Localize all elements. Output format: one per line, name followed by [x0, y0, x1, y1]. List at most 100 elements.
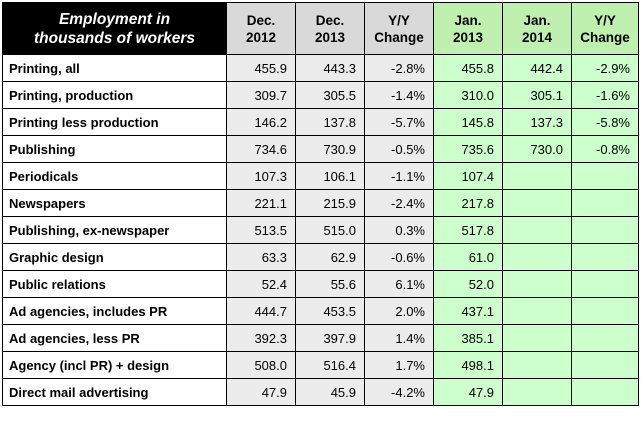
table-cell: 305.5 [295, 81, 365, 109]
table-cell: 734.6 [226, 135, 296, 163]
table-row: Agency (incl PR) + design 508.0 516.4 1.7% 4… [2, 351, 639, 379]
row-label: Printing, all [2, 54, 227, 82]
table-row: Public relations 52.4 55.6 6.1% 52.0 [2, 270, 639, 298]
table-cell: 310.0 [433, 81, 503, 109]
table-cell [502, 216, 572, 244]
table-row: Printing less production 146.2 137.8 -5.7% 1… [2, 108, 639, 136]
table-title-line1: Employment in [58, 10, 171, 28]
table-cell [502, 189, 572, 217]
table-row: Newspapers 221.1 215.9 -2.4% 217.8 [2, 189, 639, 217]
column-header-jan-2013: Jan. 2013 [433, 2, 503, 55]
header-row: Employment in thousands of workers Dec. … [2, 2, 639, 55]
table-cell: -1.1% [364, 162, 434, 190]
table-cell: 215.9 [295, 189, 365, 217]
table-cell: 221.1 [226, 189, 296, 217]
table-cell: -1.4% [364, 81, 434, 109]
row-label: Periodicals [2, 162, 227, 190]
table-cell: 2.0% [364, 297, 434, 325]
table-row: Printing, all 455.9 443.3 -2.8% 455.8 442.4 -2… [2, 54, 639, 82]
table-cell [571, 351, 639, 379]
employment-table: Employment in thousands of workers Dec. … [2, 2, 639, 406]
table-title: Employment in thousands of workers [2, 2, 227, 55]
table-cell: 517.8 [433, 216, 503, 244]
table-cell: 47.9 [433, 378, 503, 406]
table-cell: 1.4% [364, 324, 434, 352]
table-cell: -0.8% [571, 135, 639, 163]
row-label: Printing less production [2, 108, 227, 136]
column-header-line2: 2013 [452, 29, 484, 45]
table-row: Ad agencies, includes PR 444.7 453.5 2.0% 43… [2, 297, 639, 325]
table-cell [571, 216, 639, 244]
table-cell [571, 243, 639, 271]
row-label: Printing, production [2, 81, 227, 109]
table-cell [571, 270, 639, 298]
table-cell: 61.0 [433, 243, 503, 271]
table-cell: 52.0 [433, 270, 503, 298]
column-header-line1: Jan. [523, 12, 551, 28]
table-cell: 392.3 [226, 324, 296, 352]
table-cell: 730.0 [502, 135, 572, 163]
row-label: Ad agencies, less PR [2, 324, 227, 352]
table-cell: 735.6 [433, 135, 503, 163]
table-row: Graphic design 63.3 62.9 -0.6% 61.0 [2, 243, 639, 271]
table-row: Printing, production 309.7 305.5 -1.4% 310.0… [2, 81, 639, 109]
table-cell: 453.5 [295, 297, 365, 325]
table-cell [502, 297, 572, 325]
table-cell [571, 297, 639, 325]
column-header-line1: Jan. [454, 12, 482, 28]
table-cell [502, 378, 572, 406]
row-label: Graphic design [2, 243, 227, 271]
table-cell: 442.4 [502, 54, 572, 82]
table-cell: 444.7 [226, 297, 296, 325]
column-header-line1: Y/Y [388, 12, 410, 28]
table-cell: 397.9 [295, 324, 365, 352]
table-cell: 137.3 [502, 108, 572, 136]
table-cell: 515.0 [295, 216, 365, 244]
table-cell: 516.4 [295, 351, 365, 379]
table-cell: 107.3 [226, 162, 296, 190]
table-cell: 106.1 [295, 162, 365, 190]
table-cell [571, 378, 639, 406]
row-label: Direct mail advertising [2, 378, 227, 406]
table-cell: -4.2% [364, 378, 434, 406]
table-cell: 137.8 [295, 108, 365, 136]
table-cell: -0.5% [364, 135, 434, 163]
row-label: Publishing, ex-newspaper [2, 216, 227, 244]
column-header-dec-2012: Dec. 2012 [226, 2, 296, 55]
column-header-line2: Change [580, 29, 630, 45]
table-cell: 45.9 [295, 378, 365, 406]
table-row: Publishing 734.6 730.9 -0.5% 735.6 730.0 -0.8% [2, 135, 639, 163]
table-cell: 305.1 [502, 81, 572, 109]
table-cell: -5.7% [364, 108, 434, 136]
table-cell: 309.7 [226, 81, 296, 109]
column-header-line1: Dec. [246, 12, 276, 28]
table-cell: 498.1 [433, 351, 503, 379]
row-label: Public relations [2, 270, 227, 298]
table-cell [571, 324, 639, 352]
table-cell [502, 324, 572, 352]
table-cell: 217.8 [433, 189, 503, 217]
table-row: Direct mail advertising 47.9 45.9 -4.2% 47.9 [2, 378, 639, 406]
table-cell: 0.3% [364, 216, 434, 244]
table-cell: 47.9 [226, 378, 296, 406]
table-cell: 63.3 [226, 243, 296, 271]
table-cell: 6.1% [364, 270, 434, 298]
table-cell: 62.9 [295, 243, 365, 271]
row-label: Ad agencies, includes PR [2, 297, 227, 325]
table-cell [502, 270, 572, 298]
table-cell: 107.4 [433, 162, 503, 190]
table-cell: 1.7% [364, 351, 434, 379]
row-label: Newspapers [2, 189, 227, 217]
column-header-line1: Y/Y [594, 12, 616, 28]
table-cell: 385.1 [433, 324, 503, 352]
table-row: Periodicals 107.3 106.1 -1.1% 107.4 [2, 162, 639, 190]
table-cell: 437.1 [433, 297, 503, 325]
table-cell: -2.8% [364, 54, 434, 82]
table-cell: 443.3 [295, 54, 365, 82]
table-cell: -2.4% [364, 189, 434, 217]
table-cell [571, 189, 639, 217]
table-cell: -1.6% [571, 81, 639, 109]
table-cell: 55.6 [295, 270, 365, 298]
table-cell [502, 351, 572, 379]
